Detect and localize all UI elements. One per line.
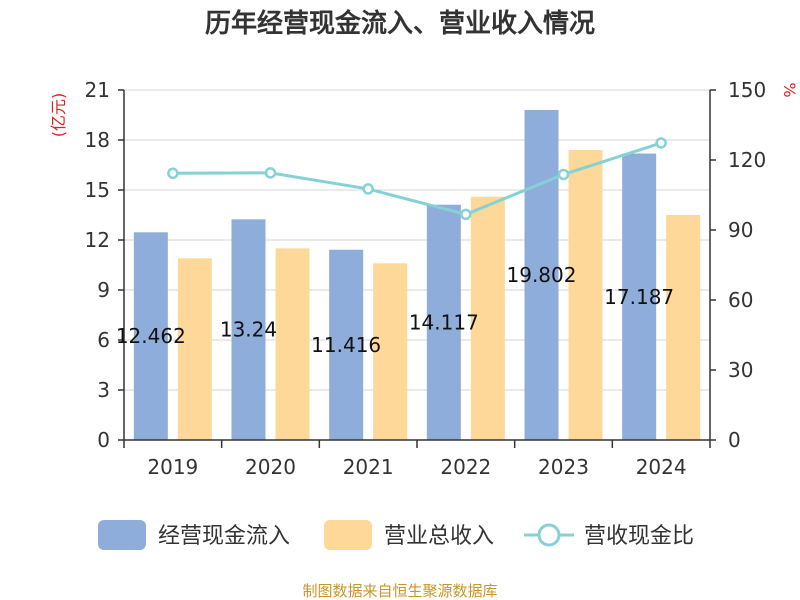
ratio-point — [460, 208, 472, 221]
right-tick-label: 0 — [728, 428, 741, 452]
legend-swatch-cash-inflow — [98, 520, 146, 550]
left-tick-label: 21 — [85, 78, 110, 102]
x-tick-label: 2023 — [538, 455, 589, 479]
bar-cash-inflow — [329, 249, 364, 440]
left-tick-label: 15 — [85, 178, 110, 202]
bar-revenue — [275, 248, 310, 440]
left-tick-label: 18 — [85, 128, 110, 152]
source-note: 制图数据来自恒生聚源数据库 — [302, 582, 497, 600]
bar-value-label: 12.462 — [116, 324, 186, 348]
bar-cash-inflow — [622, 153, 657, 441]
right-axis-unit: % — [780, 82, 799, 97]
ratio-point — [167, 167, 179, 180]
legend-label-cash-inflow: 经营现金流入 — [158, 524, 290, 549]
grid — [124, 89, 710, 391]
bar-revenue — [177, 258, 212, 440]
legend-label-revenue: 营业总收入 — [384, 524, 494, 549]
ratio-line-path — [172, 141, 662, 216]
chart-title: 历年经营现金流入、营业收入情况 — [205, 8, 595, 39]
bar-value-label: 19.802 — [507, 263, 577, 287]
legend-marker-ratio — [537, 523, 561, 547]
right-tick-label: 30 — [728, 358, 753, 382]
x-tick-label: 2022 — [440, 455, 491, 479]
left-tick-label: 12 — [85, 228, 110, 252]
left-tick-label: 3 — [97, 378, 110, 402]
right-tick-label: 150 — [728, 78, 766, 102]
axes: 0 3 6 9 12 15 18 21 0 30 60 90 120 150 2019 2020 2021 202… — [85, 78, 767, 479]
left-tick-label: 6 — [97, 328, 110, 352]
right-tick-label: 60 — [728, 288, 753, 312]
bar-revenue — [666, 215, 701, 440]
ratio-point — [362, 183, 374, 195]
bar-revenue — [568, 150, 603, 440]
right-tick-label: 120 — [728, 148, 766, 172]
legend-label-ratio: 营收现金比 — [584, 524, 694, 549]
bar-value-label: 14.117 — [409, 310, 479, 334]
legend-swatch-revenue — [324, 520, 372, 550]
legend: 经营现金流入 营业总收入 营收现金比 — [98, 520, 694, 550]
bar-cash-inflow — [133, 232, 168, 440]
left-tick-label: 0 — [97, 428, 110, 452]
bar-value-label: 11.416 — [311, 333, 381, 357]
bar-cash-inflow — [524, 109, 559, 440]
ratio-point — [264, 167, 277, 179]
bar-value-label: 17.187 — [604, 285, 674, 309]
bar-revenue — [373, 263, 408, 440]
bar-revenue — [470, 196, 505, 440]
left-tick-label: 9 — [97, 278, 110, 302]
x-tick-label: 2021 — [343, 455, 394, 479]
x-tick-label: 2024 — [636, 455, 687, 479]
bar-cash-inflow — [231, 219, 266, 440]
x-tick-label: 2020 — [245, 455, 296, 479]
right-tick-label: 90 — [728, 218, 753, 242]
bar-labels: 12.462 13.24 11.416 14.117 19.802 17.187 — [116, 263, 674, 357]
ratio-line — [167, 137, 667, 221]
ratio-point — [655, 137, 667, 149]
bar-cash-inflow — [426, 204, 461, 440]
bars — [133, 109, 701, 441]
left-axis-unit: (亿元) — [49, 93, 68, 138]
bar-value-label: 13.24 — [220, 318, 277, 342]
ratio-point — [557, 168, 570, 181]
x-tick-label: 2019 — [147, 455, 198, 479]
